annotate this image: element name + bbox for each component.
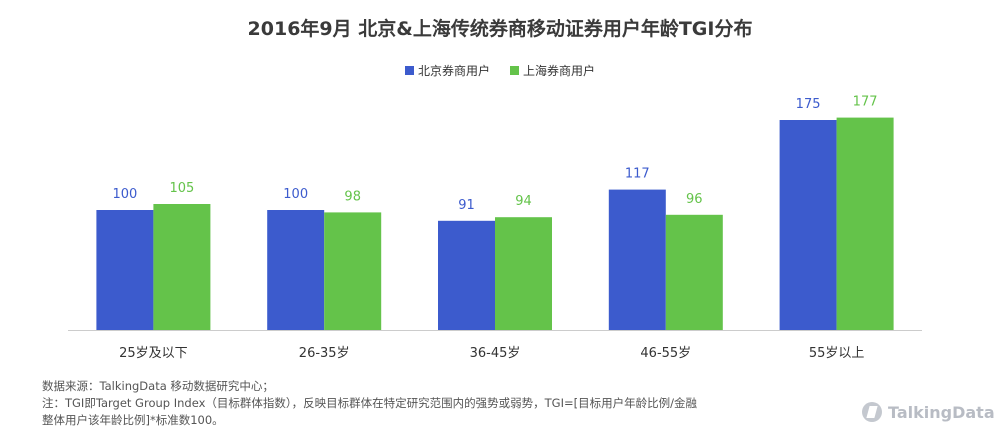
- data-label-shanghai-0: 105: [169, 181, 194, 196]
- chart-title: 2016年9月 北京&上海传统券商移动证券用户年龄TGI分布: [247, 18, 753, 40]
- legend: 北京券商用户 上海券商用户: [0, 62, 1000, 79]
- data-label-beijing-3: 117: [625, 167, 650, 182]
- bar-shanghai-3: [665, 214, 723, 330]
- bar-shanghai-4: [836, 117, 894, 330]
- legend-label-shanghai: 上海券商用户: [523, 64, 596, 78]
- bar-shanghai-0: [153, 204, 211, 330]
- legend-swatch-shanghai: [510, 66, 519, 75]
- x-tick-label-2: 36-45岁: [470, 346, 521, 361]
- data-label-beijing-4: 175: [796, 97, 821, 112]
- data-label-shanghai-2: 94: [515, 194, 532, 209]
- talkingdata-logo: TalkingData: [862, 402, 995, 422]
- footnote-note: 注：TGI即Target Group Index（目标群体指数），反映目标群体在…: [42, 396, 697, 410]
- x-tick-label-3: 46-55岁: [640, 346, 691, 361]
- x-tick-label-1: 26-35岁: [299, 346, 350, 361]
- x-tick-label-4: 55岁以上: [809, 346, 865, 361]
- bar-beijing-4: [779, 120, 837, 330]
- x-tick-label-0: 25岁及以下: [119, 346, 188, 361]
- footnote-source: 数据来源：TalkingData 移动数据研究中心；: [42, 379, 274, 393]
- bar-shanghai-1: [324, 212, 382, 330]
- legend-item-shanghai: 上海券商用户: [510, 62, 595, 79]
- bar-beijing-1: [267, 210, 325, 330]
- footnote-note-cont: 整体用户该年龄比例]*标准数100。: [42, 413, 224, 427]
- talkingdata-logo-icon: [862, 402, 882, 422]
- bar-shanghai-2: [495, 217, 552, 330]
- legend-item-beijing: 北京券商用户: [404, 62, 490, 79]
- data-label-shanghai-4: 177: [853, 95, 878, 110]
- legend-swatch-beijing: [404, 66, 414, 75]
- data-label-shanghai-3: 96: [686, 192, 703, 207]
- data-label-beijing-0: 100: [112, 187, 137, 202]
- footnote: 数据来源：TalkingData 移动数据研究中心； 注：TGI即Target …: [42, 378, 697, 429]
- legend-label-beijing: 北京券商用户: [417, 64, 490, 78]
- data-label-beijing-1: 100: [283, 187, 308, 202]
- bar-beijing-2: [438, 220, 495, 330]
- bar-beijing-3: [608, 189, 666, 330]
- data-label-shanghai-1: 98: [344, 189, 361, 204]
- logo-text: TalkingData: [888, 402, 995, 422]
- data-label-beijing-2: 91: [458, 198, 475, 213]
- bar-beijing-0: [96, 210, 154, 330]
